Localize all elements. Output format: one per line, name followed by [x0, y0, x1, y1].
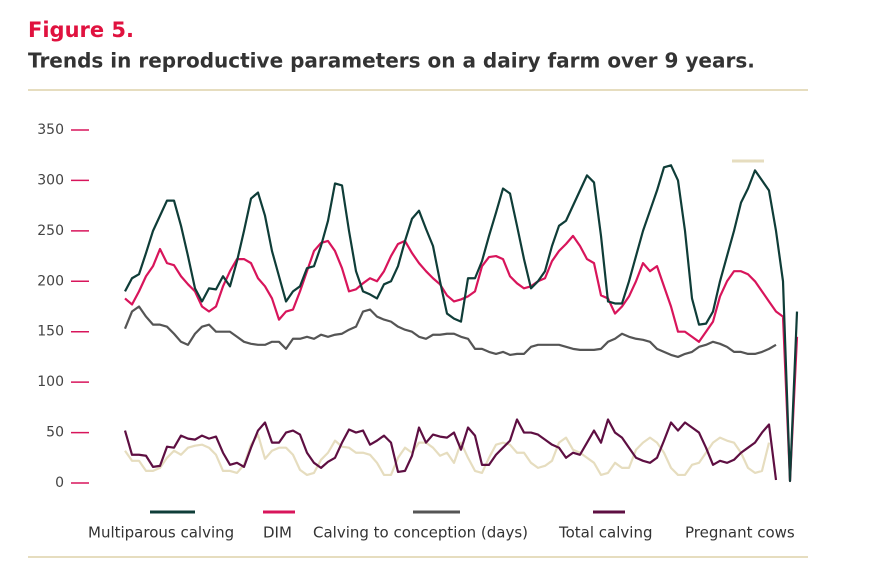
- y-tick-label: 150: [37, 324, 64, 340]
- y-tick-label: 250: [37, 223, 64, 239]
- chart-title: Figure 5.: [28, 18, 134, 42]
- series-line: [124, 433, 771, 477]
- y-tick-label: 350: [37, 122, 64, 138]
- legend-label: Pregnant cows: [685, 524, 795, 542]
- series-line: [123, 418, 778, 481]
- chart-subtitle: Trends in reproductive parameters on a d…: [28, 49, 755, 73]
- legend-label: Total calving: [558, 524, 652, 542]
- y-tick-label: 100: [37, 374, 64, 390]
- y-tick-label: 300: [37, 172, 64, 188]
- y-tick-label: 200: [37, 273, 64, 289]
- y-tick-label: 50: [46, 425, 64, 441]
- series-line: [123, 305, 777, 359]
- legend-label: Calving to conception (days): [313, 524, 528, 542]
- y-tick-label: 0: [55, 475, 64, 491]
- legend-label: Multiparous calving: [88, 524, 234, 542]
- series-line: [124, 164, 799, 483]
- legend-label: DIM: [263, 524, 292, 542]
